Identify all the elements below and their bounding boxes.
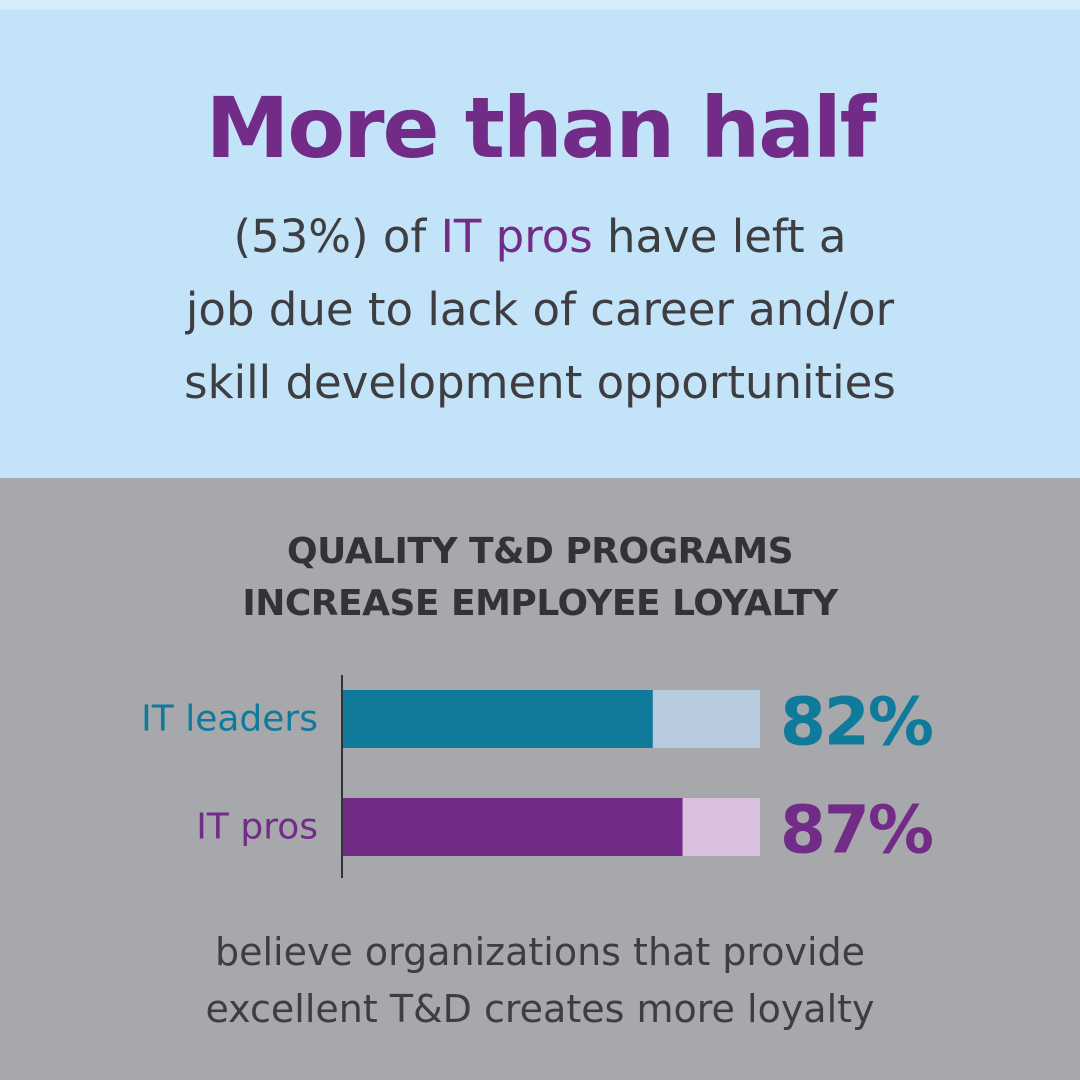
headline: More than half: [205, 79, 876, 177]
bar-1: [343, 798, 683, 856]
chart-panel: [0, 478, 1080, 1080]
bar-0: [343, 690, 653, 748]
subtitle-line-3: skill development opportunities: [184, 356, 896, 409]
headline-panel: [0, 10, 1080, 478]
subtitle-line-2: job due to lack of career and/or: [185, 283, 895, 336]
value-label-1: 87%: [780, 792, 933, 869]
subtitle-line-1-start: (53%) of: [233, 210, 441, 263]
caption-line-1: believe organizations that provide: [214, 930, 866, 974]
subtitle-highlight: IT pros: [440, 210, 593, 263]
subtitle-line-1: (53%) of IT pros have left a: [0, 200, 1080, 273]
value-label-0: 82%: [780, 684, 933, 761]
category-label-1: IT pros: [196, 807, 318, 848]
section-title-line-2: INCREASE EMPLOYEE LOYALTY: [242, 583, 838, 624]
headline-subtitle: (53%) of IT pros have left a job due to …: [0, 200, 1080, 419]
top-strip: [0, 0, 1080, 10]
chart-caption: believe organizations that provide excel…: [0, 924, 1080, 1038]
section-title-line-1: QUALITY T&D PROGRAMS: [286, 531, 794, 572]
category-label-0: IT leaders: [141, 699, 318, 740]
section-title: QUALITY T&D PROGRAMS INCREASE EMPLOYEE L…: [0, 526, 1080, 630]
subtitle-line-1-end: have left a: [592, 210, 847, 263]
caption-line-2: excellent T&D creates more loyalty: [205, 987, 875, 1031]
